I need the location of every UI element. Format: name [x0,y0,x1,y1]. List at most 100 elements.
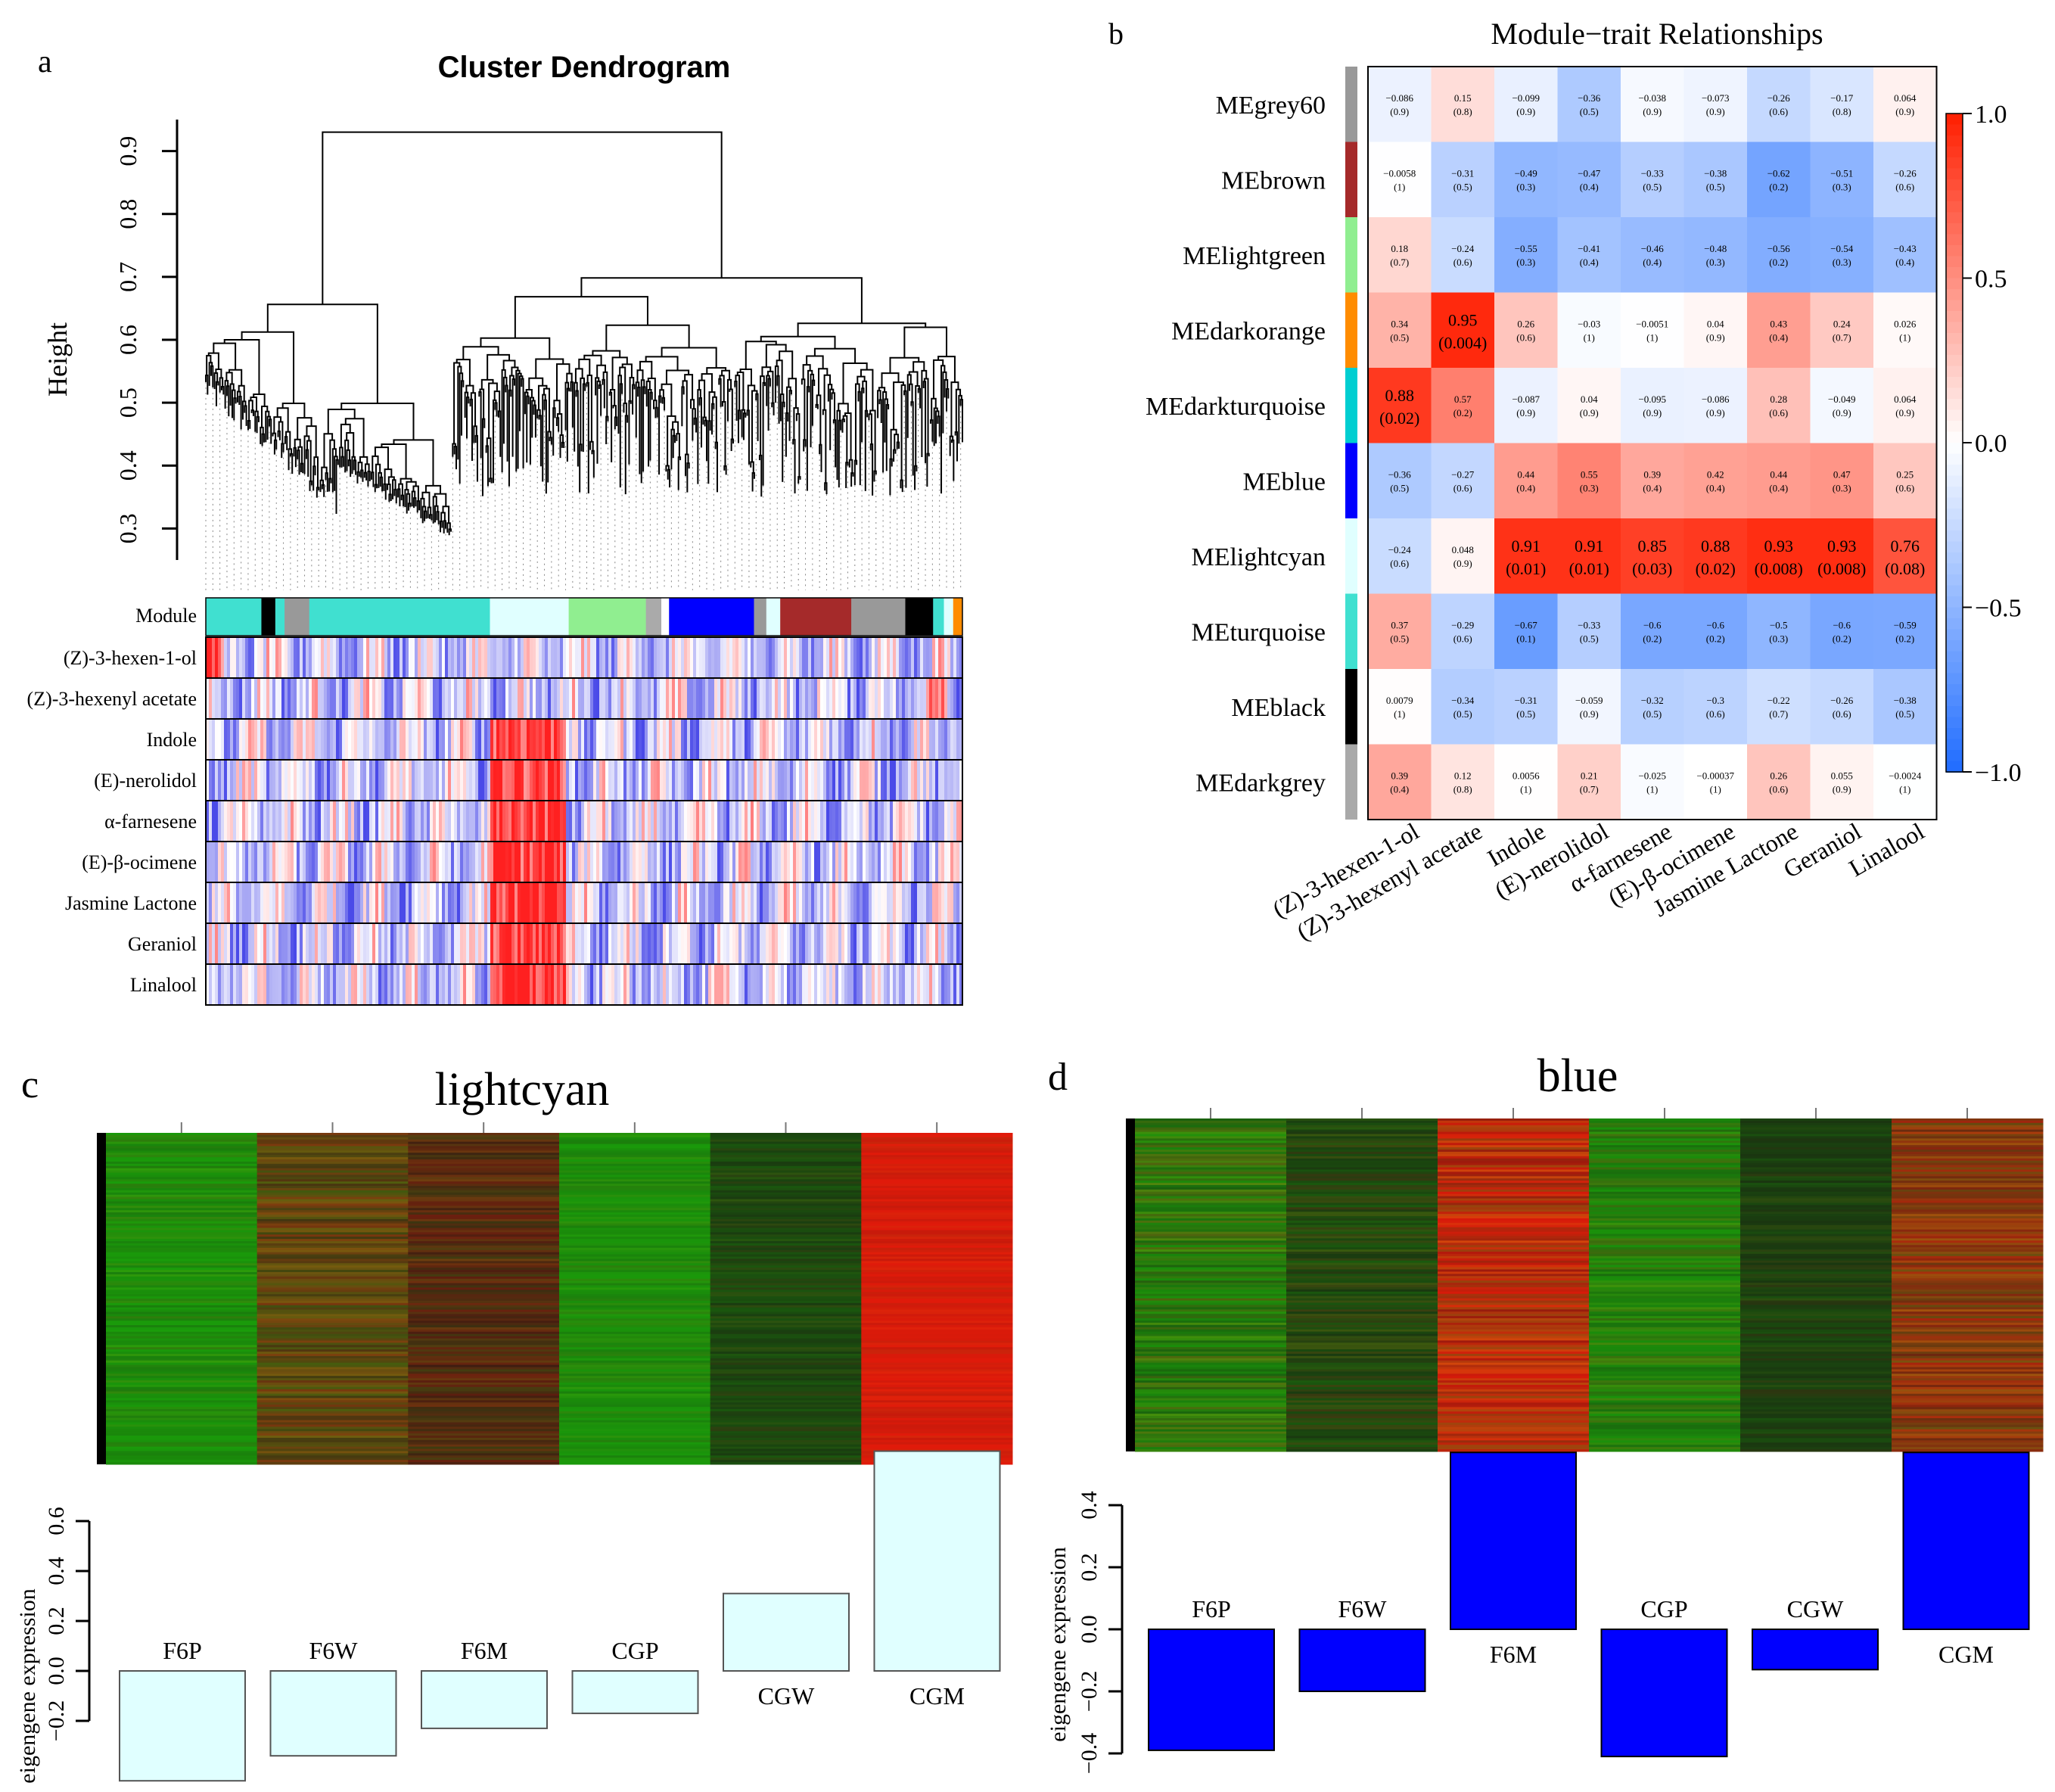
heatmap-row-cell [1135,1271,1287,1274]
heatmap-row-cell [408,1333,560,1337]
heatmap-row-cell [1135,1249,1287,1252]
trait-strip-cell [899,719,903,760]
trait-strip-cell [436,923,440,964]
trait-strip-cell [932,842,936,882]
dendrogram-branch [229,383,235,406]
trait-strip-cell [502,678,506,719]
trait-strip-cell [466,719,470,760]
heatmap-row-cell [861,1161,1013,1165]
blue-expression-heatmap [1126,1108,2044,1452]
trait-strip-cell [533,719,536,760]
trait-strip-cell [300,882,303,923]
heatmap-row-cell [408,1143,560,1147]
correlation-value: −0.6 [1833,619,1851,630]
trait-strip-cell [590,637,594,678]
dendrogram-branch [434,493,447,507]
heatmap-row-cell [559,1437,711,1441]
trait-strip-cell [926,719,930,760]
p-value: (0.6) [1769,106,1788,117]
heatmap-row-cell [559,1230,711,1233]
dendrogram-branch [672,434,676,459]
trait-strip-cell [908,719,912,760]
heatmap-row-cell [256,1232,409,1235]
trait-strip-cell [881,882,884,923]
dendrogram-branch [432,496,437,524]
trait-strip-cell [436,801,440,842]
heatmap-row-cell [1589,1234,1741,1237]
trait-strip-cell [633,964,636,1005]
trait-strip-cell [403,801,406,842]
trait-strip-cell [914,637,918,678]
trait-strip-cell [381,964,385,1005]
trait-strip-cell [312,719,316,760]
p-value: (0.3) [1833,482,1851,493]
p-value: (0.5) [1390,633,1409,644]
p-value: (0.5) [1390,331,1409,343]
heatmap-row-cell [256,1391,409,1395]
heatmap-row-cell [1135,1140,1287,1143]
trait-strip-cell [487,882,491,923]
trait-strip-cell [754,760,757,801]
trait-strip-cell [654,882,658,923]
trait-strip-cell [275,923,279,964]
trait-strip-cell [421,842,424,882]
p-value: (0.4) [1769,482,1788,493]
heatmap-row-cell [1286,1198,1438,1202]
heatmap-row-cell [1740,1314,1892,1317]
trait-strip-cell [448,964,452,1005]
trait-strip-cell [850,923,854,964]
heatmap-row-cell [256,1398,409,1401]
dendrogram-branch [954,431,959,462]
dendrogram-branch [363,471,368,481]
dendrogram-branch [578,358,591,375]
trait-strip-cell [941,964,945,1005]
heatmap-row-cell [559,1137,711,1140]
trait-strip-cell [853,719,857,760]
heatmap-row-cell [861,1402,1013,1405]
trait-strip-cell [593,678,597,719]
trait-strip-cell [826,678,830,719]
trait-strip-cell [953,719,957,760]
heatmap-row-cell [1589,1386,1741,1390]
trait-strip-cell [642,678,645,719]
trait-strip-cell [233,678,237,719]
trait-strip-cell [648,760,651,801]
legend-gradient-step [1946,190,1963,202]
heatmap-row-cell [1740,1352,1892,1355]
dendrogram-branch [822,409,827,484]
heatmap-row-cell [1589,1136,1741,1139]
heatmap-row-cell [1438,1329,1590,1333]
bar-category-label: F6M [461,1637,508,1664]
dendrogram-branch [306,440,312,481]
trait-strip-cell [887,801,891,842]
dendrogram-branch [312,465,316,491]
trait-strip-cell [675,637,679,678]
trait-strip-cell [611,923,615,964]
trait-strip-cell [941,678,945,719]
trait-strip-cell [457,719,461,760]
heatmap-row-cell [1286,1262,1438,1266]
trait-strip-cell [366,801,370,842]
heatmap-row-cell [1438,1296,1590,1299]
heatmap-row-cell [861,1424,1013,1427]
trait-strip-cell [890,923,894,964]
correlation-value: 0.42 [1707,468,1724,480]
heatmap-row-cell [256,1424,409,1427]
trait-strip-cell [378,964,382,1005]
trait-strip-cell [751,760,754,801]
trait-strip-cell [905,801,909,842]
trait-strip-cell [748,637,751,678]
trait-strip-cell [499,882,503,923]
heatmap-row-cell [861,1294,1013,1297]
heatmap-row-cell [1135,1298,1287,1302]
correlation-value: 0.93 [1827,537,1857,555]
heatmap-row-cell [1892,1118,2044,1122]
heatmap-row-cell [408,1444,560,1448]
trait-strip-cell [209,678,213,719]
legend-gradient-step [1946,146,1963,158]
correlation-cell [1873,669,1937,745]
trait-strip-cell [242,678,246,719]
heatmap-row-cell [1438,1243,1590,1246]
trait-strip-cell [439,760,443,801]
heatmap-row-cell [256,1462,409,1465]
